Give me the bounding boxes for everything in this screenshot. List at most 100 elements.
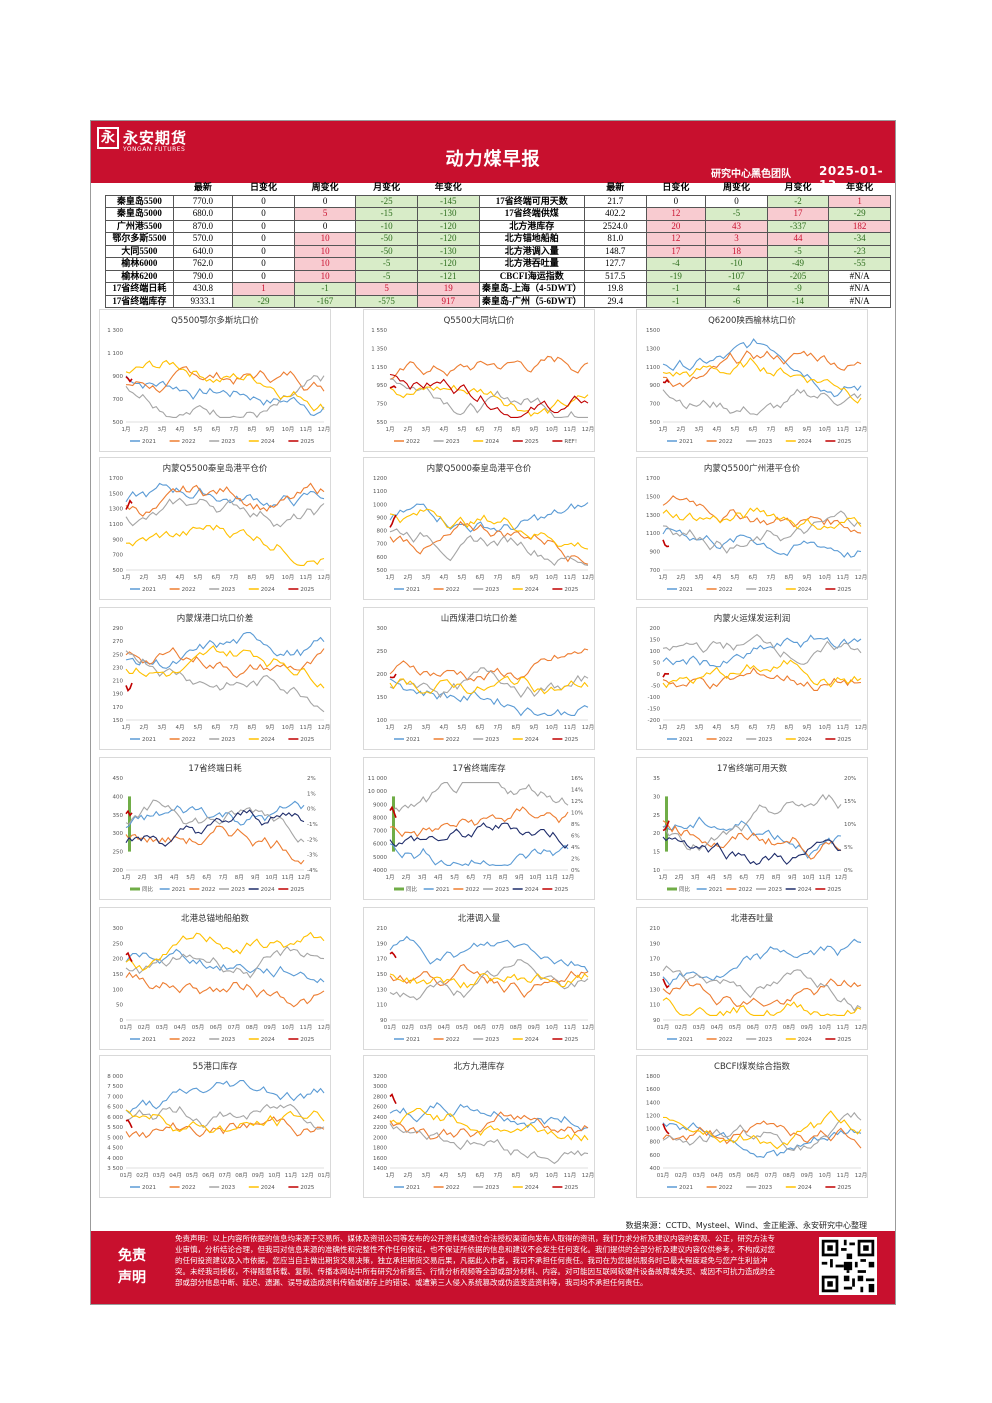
x-tick-label: 8月: [785, 426, 794, 433]
y-tick-label: 5 500: [107, 1125, 123, 1131]
x-tick-label: 3月: [422, 724, 431, 731]
y-tick-label: 90: [653, 1018, 660, 1024]
legend-label: 2022: [465, 887, 479, 893]
x-tick-label: 2月: [140, 426, 149, 433]
legend-label: 2022: [182, 1037, 196, 1043]
y2-tick-label: 14%: [571, 788, 583, 794]
page-title: 动力煤早报: [445, 149, 541, 170]
cell-right: -23: [828, 244, 891, 258]
legend-label: 2022: [719, 1185, 733, 1191]
x-tick-label: 5月: [186, 874, 195, 881]
x-tick-label: 3月: [695, 574, 704, 581]
x-tick-label: 6月: [212, 574, 221, 581]
legend-label: 2023: [446, 439, 460, 445]
cell-right: 2524.0: [584, 219, 647, 233]
x-tick-label: 8月: [512, 426, 521, 433]
data-source: 数据来源：CCTD、Mysteel、Wind、金正能源、永安研究中心整理: [625, 1221, 867, 1230]
x-tick-label: 08月: [783, 1172, 796, 1179]
x-tick-label: 1月: [386, 724, 395, 731]
x-tick-label: 08月: [510, 1024, 523, 1031]
x-tick-label: 5月: [194, 724, 203, 731]
y-tick-label: 500: [377, 568, 388, 574]
x-tick-label: 05月: [456, 1024, 469, 1031]
cell-left: 0: [232, 257, 295, 271]
y-tick-label: 700: [377, 542, 388, 548]
x-tick-label: 11月: [837, 1172, 850, 1179]
y2-tick-label: 0%: [571, 868, 580, 874]
x-tick-label: 04月: [174, 1024, 187, 1031]
series-line-2023: [125, 650, 325, 713]
x-tick-label: 6月: [212, 724, 221, 731]
cell-left: 9333.1: [172, 294, 234, 308]
series-line-2023: [389, 1123, 589, 1165]
cell-right: -34: [828, 232, 891, 246]
chart-1: Q5500大同坑口价 1 550 1 350 1 150 950 750 550 1月 2月 3月…: [363, 309, 595, 452]
legend-label: 2024: [261, 439, 275, 445]
x-tick-label: 8月: [499, 874, 508, 881]
logo-en: YONGAN FUTURES: [123, 146, 186, 153]
cell-right: -29: [828, 207, 891, 221]
cell-left: -120: [416, 232, 480, 246]
series-line-2021: [125, 482, 325, 509]
legend-label: 2025: [554, 887, 568, 893]
y-tick-label: 800: [650, 1140, 661, 1146]
chart-title: 内蒙煤港口坑口价差: [176, 614, 254, 624]
y-tick-label: 700: [113, 553, 124, 559]
y-tick-label: 150: [377, 695, 388, 701]
cell-right: 3: [705, 232, 768, 246]
x-tick-label: 12月: [562, 874, 575, 881]
x-tick-label: 7月: [767, 724, 776, 731]
series-line-2021: [662, 528, 862, 558]
y-tick-label: 600: [650, 1153, 661, 1159]
table-row: 秦皇岛5500 770.0 0 0 -25 -145 17省终端可用天数 21.7 0 0 -2 1: [105, 194, 891, 208]
series-line-2022: [389, 355, 589, 380]
legend-label: 2023: [758, 439, 772, 445]
x-tick-label: 8月: [772, 874, 781, 881]
x-tick-label: 10月: [819, 1172, 832, 1179]
x-tick-label: 4月: [707, 874, 716, 881]
y-tick-label: 130: [650, 987, 661, 993]
right-col-header: 月变化: [784, 183, 812, 194]
y-tick-label: 1800: [373, 1146, 387, 1152]
series-line-2025: [662, 672, 670, 678]
table-row: 榆林6200 790.0 0 10 -5 -121 CBCFI海运指数 517.5 -19 -10…: [105, 269, 891, 283]
x-tick-label: 09月: [801, 1172, 814, 1179]
legend-label: 2021: [436, 887, 450, 893]
x-tick-label: 10月: [282, 724, 295, 731]
y-tick-label: 200: [650, 626, 661, 632]
y-tick-label: 11 000: [368, 776, 388, 782]
legend-label: 2021: [679, 587, 693, 593]
legend-label: 2025: [300, 1185, 314, 1191]
cell-left: -15: [355, 207, 418, 221]
cell-right: -5: [766, 244, 830, 258]
legend-label: 2021: [679, 1185, 693, 1191]
series-line-2024: [389, 822, 569, 849]
cell-right: -6: [705, 294, 768, 308]
x-tick-label: 4月: [713, 574, 722, 581]
left-col-header: 最新: [193, 183, 212, 194]
y-tick-label: 10 000: [368, 789, 388, 795]
header-blank: [479, 183, 585, 195]
y-tick-label: 0: [120, 1018, 124, 1024]
y2-tick-label: 2%: [307, 776, 316, 782]
legend-label: 2025: [300, 737, 314, 743]
header-bar: 永 永安期货 YONGAN FUTURES 动力煤早报 研究中心黑色团队 202…: [91, 121, 895, 192]
y-tick-label: 1700: [646, 476, 660, 482]
y-tick-label: 2800: [373, 1094, 387, 1100]
y-tick-label: 3200: [373, 1074, 387, 1080]
y-tick-label: 150: [113, 972, 124, 978]
x-tick-label: 9月: [266, 426, 275, 433]
y-tick-label: 600: [377, 555, 388, 561]
series-line-2023: [389, 667, 589, 699]
y-tick-label: 210: [377, 926, 388, 932]
y-tick-label: 700: [650, 402, 661, 408]
y-tick-label: 1 350: [371, 346, 387, 352]
x-tick-label: 4月: [176, 574, 185, 581]
series-line-2024: [389, 972, 589, 989]
chart-title: Q5500大同坑口价: [443, 316, 515, 326]
series-line-2025: [125, 376, 133, 383]
table-row: 17省终端库存 9333.1 -29 -167 -575 917 秦皇岛-广州（5-6DWT…: [105, 294, 891, 308]
